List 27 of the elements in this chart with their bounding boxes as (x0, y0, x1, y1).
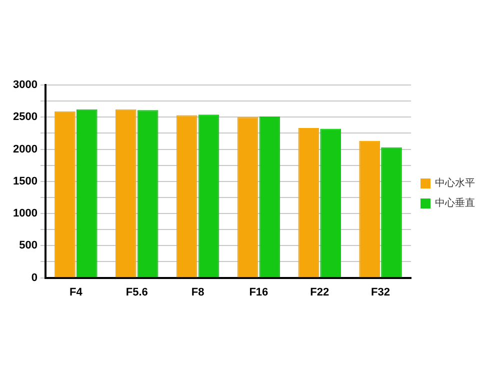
bar (298, 128, 320, 278)
x-tick-label: F8 (191, 286, 204, 298)
y-tick-label: 0 (31, 272, 38, 284)
x-tick-label: F5.6 (126, 286, 148, 298)
x-tick-label: F16 (249, 286, 268, 298)
y-tick-label: 2000 (12, 143, 38, 156)
x-tick-label: F4 (70, 286, 84, 298)
y-tick-label: 500 (19, 240, 38, 252)
bar (198, 114, 220, 278)
bar (137, 110, 158, 278)
bar (359, 140, 380, 278)
bar (381, 147, 402, 278)
bar (54, 111, 76, 278)
legend-label: 中心水平 (435, 177, 475, 190)
y-tick-label: 1500 (12, 175, 38, 188)
bar (237, 117, 258, 278)
y-tick-label: 2500 (12, 111, 38, 124)
bar (259, 116, 280, 278)
y-tick-label: 3000 (12, 79, 38, 92)
bar (115, 109, 136, 278)
bar (176, 115, 198, 278)
legend-label: 中心垂直 (435, 197, 475, 210)
bar (76, 109, 98, 278)
bar (320, 128, 341, 278)
x-tick-label: F32 (371, 286, 390, 298)
x-tick-label: F22 (310, 286, 330, 298)
y-tick-label: 1000 (12, 208, 38, 220)
